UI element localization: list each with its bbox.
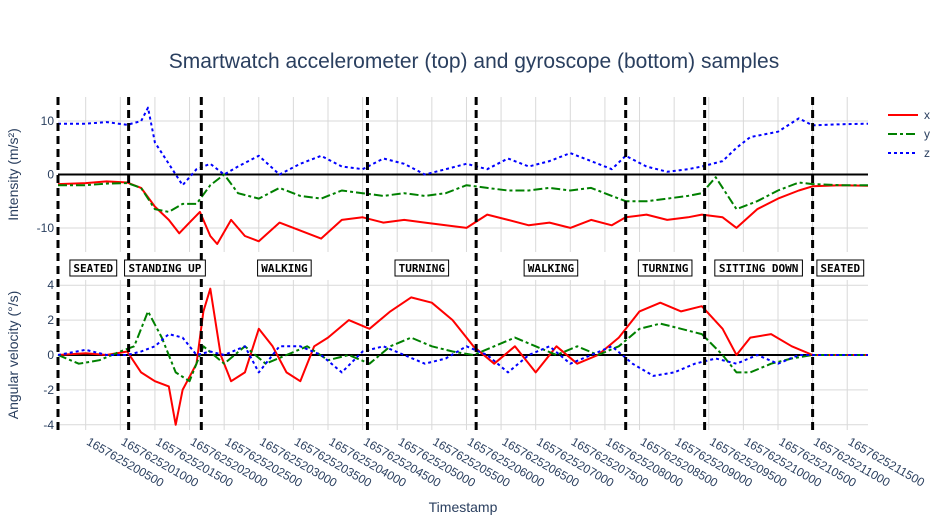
phase-label-box xyxy=(714,259,803,277)
phase-label-text: WALKING xyxy=(528,262,575,275)
phase-boundaries xyxy=(56,97,815,430)
series-z-line xyxy=(58,106,869,187)
legend-label-y: y xyxy=(924,127,930,141)
phase-label-box xyxy=(523,259,579,277)
phase-label: WALKING xyxy=(257,259,312,277)
y-tick-label: -4 xyxy=(43,418,54,432)
y-tick-label: 4 xyxy=(47,278,54,292)
phase-label-text: STANDING UP xyxy=(129,262,202,275)
phase-label-text: TURNING xyxy=(642,262,689,275)
chart-title: Smartwatch accelerometer (top) and gyros… xyxy=(169,50,779,73)
series-z-line xyxy=(57,333,868,377)
phase-label-box xyxy=(637,259,693,277)
phase-label-box xyxy=(124,259,206,277)
y-tick-label: 2 xyxy=(47,313,54,327)
phase-label-text: WALKING xyxy=(261,262,308,275)
phase-label-box xyxy=(816,259,865,277)
phase-label-box xyxy=(257,259,312,277)
gyroscope-panel: 4 2 0 -2 -4 Angular velocity (°/s) xyxy=(5,278,868,432)
y-tick-label: -10 xyxy=(37,221,55,235)
phase-label: TURNING xyxy=(394,259,450,277)
series-y-line xyxy=(58,173,868,213)
legend-label-x: x xyxy=(924,108,930,122)
phase-label-box xyxy=(69,259,118,277)
legend[interactable]: xyz xyxy=(888,108,930,160)
legend-label-z: z xyxy=(924,146,930,160)
y-tick-label: 0 xyxy=(47,348,54,362)
phase-label: SITTING DOWN xyxy=(714,259,803,277)
y-tick-label: -2 xyxy=(43,383,54,397)
series-y-line xyxy=(57,310,868,383)
y-axis-title: Intensity (m/s²) xyxy=(5,128,21,221)
phase-label: WALKING xyxy=(523,259,579,277)
legend-item-x[interactable]: x xyxy=(888,108,930,122)
phase-label: STANDING UP xyxy=(124,259,206,277)
phase-label-text: SITTING DOWN xyxy=(719,262,798,275)
phase-label-text: TURNING xyxy=(399,262,446,275)
phase-label-box xyxy=(394,259,450,277)
accelerometer-panel: 10 0 -10 Intensity (m/s²) xyxy=(5,97,869,252)
phase-label-text: SEATED xyxy=(820,262,860,275)
x-axis-ticks: 1657625200500165762520100016576252015001… xyxy=(84,434,927,490)
phase-label: SEATED xyxy=(69,259,118,277)
legend-item-y[interactable]: y xyxy=(888,127,930,141)
phase-label: TURNING xyxy=(637,259,693,277)
y-axis-title: Angular velocity (°/s) xyxy=(5,291,21,420)
series-x-line xyxy=(57,180,869,245)
phase-label-text: SEATED xyxy=(73,262,113,275)
phase-labels: SEATED STANDING UP WALKING TURNING WALKING TU… xyxy=(69,259,865,277)
phase-label: SEATED xyxy=(816,259,865,277)
legend-item-z[interactable]: z xyxy=(888,146,930,160)
y-tick-label: 10 xyxy=(41,114,55,128)
y-tick-label: 0 xyxy=(47,168,54,182)
x-axis-title: Timestamp xyxy=(429,499,498,515)
series-x-line xyxy=(57,287,868,426)
